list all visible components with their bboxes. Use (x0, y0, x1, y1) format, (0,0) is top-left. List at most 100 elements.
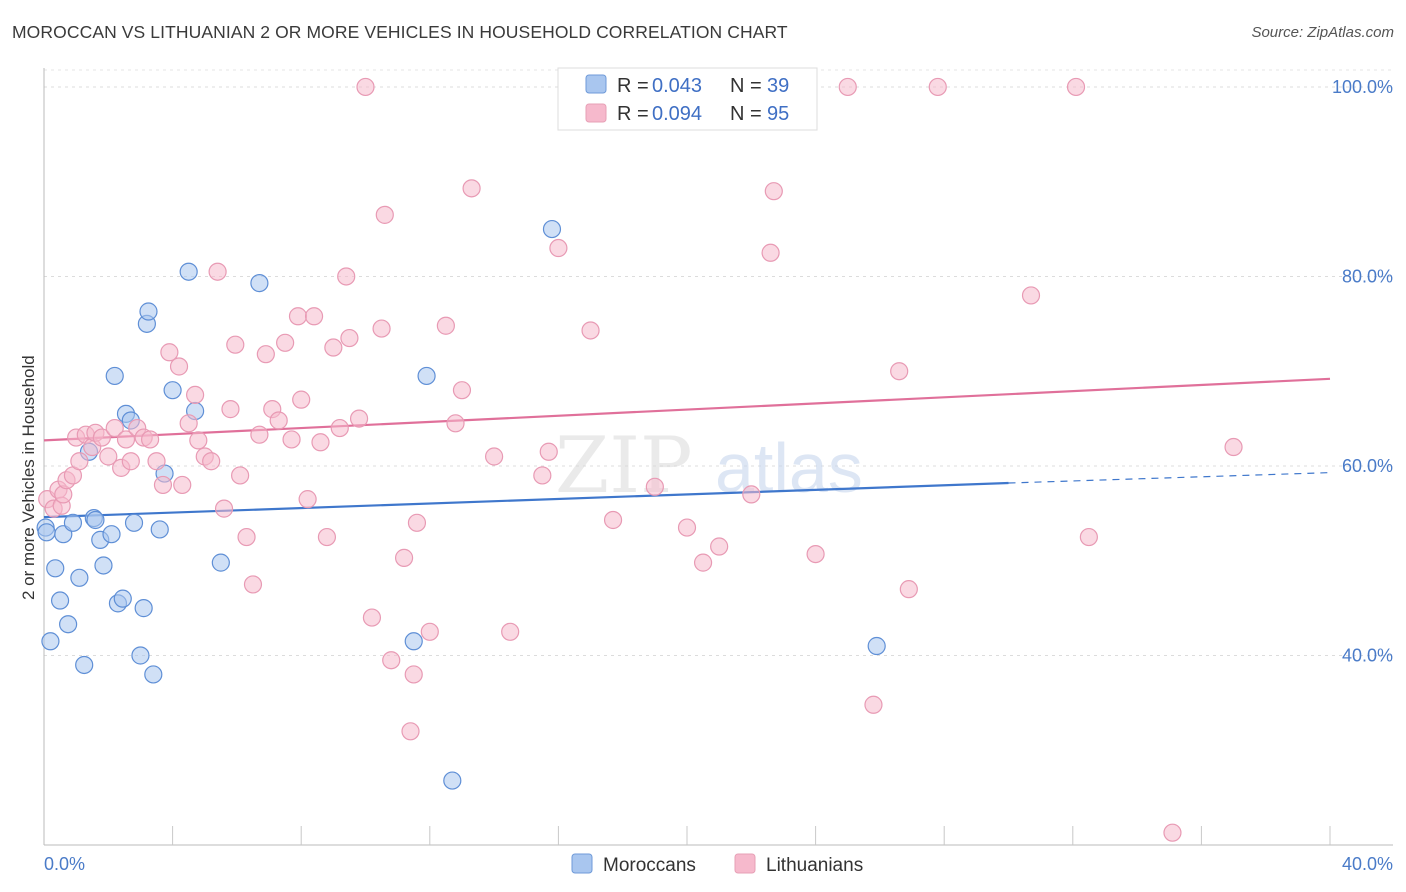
y-tick-label-100: 100.0% (1332, 77, 1393, 97)
lithuanians-point-73 (549, 238, 568, 258)
x-tick-label-max: 40.0% (1342, 854, 1393, 874)
lithuanians-point-58 (375, 205, 394, 224)
bottom-legend-label-lithuanians: Lithuanians (766, 855, 863, 876)
y-tick-label-60: 60.0% (1342, 456, 1393, 476)
lithuanians-point-63 (407, 513, 427, 532)
lithuanians-point-68 (462, 179, 481, 198)
lithuanians-point-28 (189, 431, 208, 450)
moroccans-point-35 (443, 771, 462, 790)
lithuanians-point-17 (121, 452, 140, 471)
lithuanians-point-16 (116, 430, 136, 449)
lithuanians-point-51 (330, 418, 349, 438)
lithuanians-point-93 (1163, 823, 1182, 842)
moroccans-point-7 (70, 568, 89, 587)
moroccans-point-25 (144, 665, 163, 684)
x-tick-label-min: 0.0% (44, 854, 85, 874)
lithuanians-point-43 (282, 430, 301, 449)
lithuanians-point-37 (243, 575, 263, 594)
lithuanians-point-75 (603, 510, 623, 530)
legend-r-value-1: 0.043 (652, 75, 702, 97)
lithuanians-point-26 (179, 414, 198, 433)
legend-r-label-1: R = (617, 75, 649, 97)
lithuanians-point-30 (202, 452, 221, 471)
lithuanians-point-48 (311, 433, 330, 452)
lithuanians-point-12 (92, 428, 111, 447)
source-label: Source: ZipAtlas.com (1251, 24, 1394, 41)
legend-swatch-lithuanians (585, 103, 607, 123)
lithuanians-point-46 (298, 490, 317, 509)
moroccans-point-1 (41, 632, 60, 651)
moroccans-point-20 (124, 513, 144, 532)
lithuanians-point-74 (581, 321, 600, 340)
lithuanians-point-69 (485, 447, 504, 466)
bottom-legend-swatch-moroccans (571, 853, 593, 874)
legend-n-label-2: N = (730, 103, 762, 125)
lithuanians-point-71 (533, 466, 552, 485)
lithuanians-point-55 (356, 77, 375, 97)
lithuanians-point-60 (394, 548, 414, 567)
lithuanians-point-88 (899, 580, 918, 599)
moroccans-point-11 (86, 510, 105, 530)
lithuanians-point-64 (420, 622, 439, 641)
legend-n-value-2: 95 (767, 103, 789, 125)
watermark-atlas: atlas (715, 429, 863, 507)
lithuanians-point-31 (208, 262, 227, 281)
moroccans-point-33 (404, 632, 423, 651)
chart-title: MOROCCAN VS LITHUANIAN 2 OR MORE VEHICLE… (12, 22, 788, 42)
legend-r-label-2: R = (617, 103, 649, 125)
lithuanians-point-33 (221, 400, 240, 419)
lithuanians-point-83 (764, 182, 783, 201)
lithuanians-point-84 (806, 544, 825, 564)
legend-n-label-1: N = (730, 75, 762, 97)
lithuanians-point-22 (153, 475, 173, 495)
moroccans-point-34 (417, 366, 436, 386)
moroccans-point-8 (75, 655, 94, 675)
lithuanians-point-87 (890, 362, 909, 381)
moroccans-point-37 (867, 636, 886, 656)
moroccans-point-29 (179, 262, 198, 281)
lithuanians-point-82 (761, 243, 780, 262)
lithuanians-point-42 (276, 333, 295, 352)
lithuanians-point-14 (105, 418, 124, 438)
moroccans-point-26 (150, 520, 169, 539)
lithuanians-point-23 (160, 343, 179, 362)
lithuanians-point-79 (693, 553, 713, 572)
moroccans-point-36 (542, 219, 562, 239)
bottom-legend-swatch-lithuanians (734, 853, 756, 874)
moroccans-point-13 (94, 556, 113, 575)
moroccans-point-22 (134, 599, 153, 618)
legend-r-value-2: 0.094 (652, 103, 702, 125)
lithuanians-point-77 (645, 477, 664, 496)
lithuanians-point-94 (1224, 437, 1243, 457)
lithuanians-point-66 (446, 414, 465, 433)
bottom-legend-label-moroccans: Moroccans (603, 855, 696, 876)
y-tick-label-80: 80.0% (1342, 266, 1393, 286)
series-moroccans (36, 219, 886, 790)
lithuanians-point-56 (362, 608, 382, 627)
moroccans-point-21 (131, 646, 150, 665)
lithuanians-point-49 (317, 527, 337, 547)
lithuanians-point-36 (237, 527, 256, 547)
moroccans-point-15 (105, 366, 124, 386)
moroccans-point-31 (211, 553, 230, 572)
lithuanians-point-45 (292, 390, 311, 409)
lithuanians-point-54 (349, 409, 369, 428)
moroccans-point-17 (113, 589, 132, 608)
lithuanians-point-39 (256, 345, 275, 364)
lithuanians-point-65 (436, 316, 455, 335)
legend-swatch-moroccans (585, 74, 607, 94)
lithuanians-point-78 (677, 518, 697, 537)
lithuanians-point-67 (452, 381, 472, 400)
lithuanians-point-61 (401, 722, 420, 741)
moroccans-point-6 (63, 513, 83, 532)
lithuanians-point-90 (1021, 286, 1041, 305)
lithuanians-point-21 (147, 452, 166, 471)
trend-line-moroccans-projection (1008, 472, 1331, 484)
legend: R = 0.043 N = 39 R = 0.094 N = 95 (557, 67, 818, 131)
y-tick-label-40: 40.0% (1342, 645, 1393, 665)
lithuanians-point-72 (539, 442, 558, 461)
lithuanians-point-35 (231, 466, 250, 485)
lithuanians-point-32 (214, 499, 234, 518)
lithuanians-point-81 (742, 485, 761, 504)
lithuanians-point-89 (928, 77, 947, 97)
